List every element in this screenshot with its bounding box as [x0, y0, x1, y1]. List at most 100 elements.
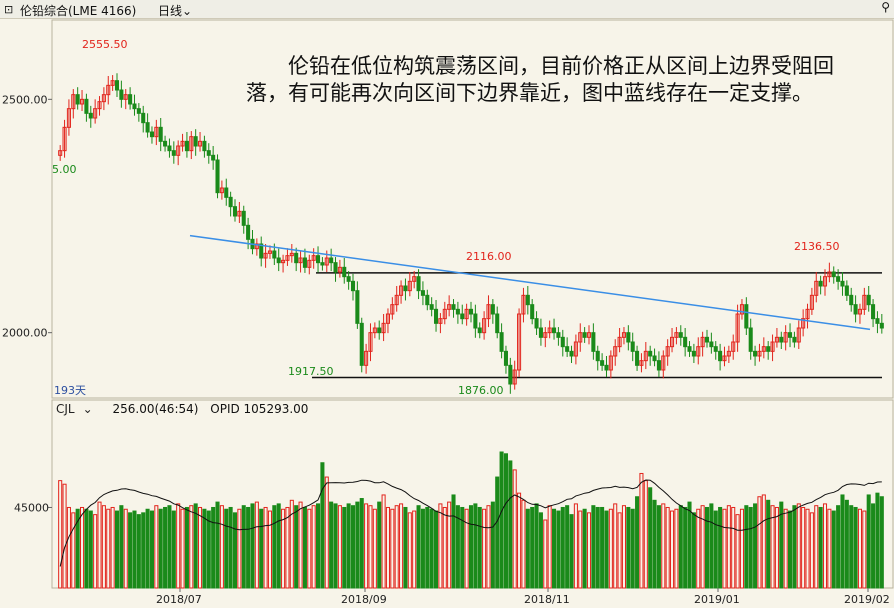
volume-bar [595, 506, 600, 589]
volume-bar [696, 508, 701, 589]
volume-bar [503, 453, 508, 589]
volume-bar [390, 508, 395, 589]
volume-bar [337, 505, 342, 589]
candle-body [364, 350, 369, 366]
volume-bar [425, 506, 430, 589]
volume-bar [796, 503, 801, 589]
volume-bar [670, 510, 675, 589]
volume-series-selector[interactable]: CJL ⌄ [56, 402, 101, 416]
candle-body [381, 322, 386, 334]
candle-body [337, 266, 342, 273]
candle-body [66, 108, 71, 128]
price-panel-frame [51, 19, 894, 399]
volume-bar [342, 506, 347, 589]
volume-bar [163, 506, 168, 589]
volume-y-tick-label: 45000 [14, 501, 49, 514]
volume-bar [578, 510, 583, 589]
x-tick-label: 2018/11 [524, 593, 570, 606]
volume-bar [604, 510, 609, 589]
volume-bar [661, 503, 666, 589]
volume-bar [836, 505, 841, 589]
volume-bar [560, 506, 565, 589]
volume-bar [862, 510, 867, 589]
volume-bar [779, 501, 784, 589]
period-selector[interactable]: 日线⌄ [158, 2, 192, 19]
volume-bar [464, 508, 469, 589]
volume-bar [154, 505, 159, 589]
volume-bar [875, 492, 880, 589]
candle-body [770, 341, 775, 352]
volume-bar [621, 505, 626, 589]
volume-bar [569, 514, 574, 589]
volume-bar [101, 505, 106, 589]
candle-body [167, 145, 172, 152]
candle-body [678, 332, 683, 338]
candle-body [849, 294, 854, 306]
candle-body [289, 252, 294, 257]
volume-bar [346, 503, 351, 589]
volume-bar [700, 505, 705, 589]
x-tick-label: 2019/01 [694, 593, 740, 606]
candle-body [608, 355, 613, 371]
volume-bar [416, 505, 421, 589]
candle-body [508, 364, 513, 385]
volume-bar [167, 505, 172, 589]
candle-body [792, 336, 797, 343]
candle-body [626, 332, 631, 343]
volume-bar [289, 499, 294, 589]
volume-bar [254, 501, 259, 589]
volume-bar [788, 510, 793, 589]
candle-body [442, 308, 447, 320]
candle-body [211, 154, 216, 161]
volume-bar [281, 508, 286, 589]
price-annotation: 1876.00 [458, 384, 504, 397]
link-icon[interactable]: ⊡ [4, 3, 14, 16]
volume-bar [259, 508, 264, 589]
candle-body [739, 304, 744, 315]
volume-bar [171, 510, 176, 589]
volume-bar [648, 487, 653, 589]
candle-body [106, 84, 111, 96]
candle-body [844, 285, 849, 296]
volume-bar [329, 501, 334, 589]
volume-bar [394, 505, 399, 589]
candle-body [665, 346, 670, 357]
volume-bar [565, 505, 570, 589]
volume-bar [744, 505, 749, 589]
candle-body [171, 150, 176, 156]
volume-bar [586, 512, 592, 589]
search-icon[interactable]: ⚲ [881, 0, 890, 14]
volume-bar [136, 514, 141, 589]
candle-body [862, 294, 867, 310]
candle-body [473, 313, 478, 329]
volume-bar [809, 512, 814, 589]
candle-body [595, 350, 600, 362]
volume-bar [180, 508, 185, 589]
volume-bar [525, 508, 530, 589]
candle-body [656, 360, 661, 371]
candle-body [298, 257, 303, 264]
candle-body [840, 280, 845, 287]
candle-body [281, 259, 286, 264]
volume-bar [198, 506, 203, 589]
candle-body [198, 140, 203, 147]
candle-body [704, 336, 710, 343]
candle-body [468, 308, 474, 315]
candle-body [534, 318, 539, 329]
volume-bar [110, 506, 115, 589]
volume-bar [582, 508, 587, 589]
candle-body [731, 341, 736, 352]
volume-bar [460, 506, 465, 589]
candle-body [722, 355, 727, 362]
candle-body [455, 308, 460, 315]
candle-body [219, 187, 224, 194]
volume-bar [368, 505, 373, 589]
candle-body [530, 304, 535, 320]
x-tick-label: 2018/09 [341, 593, 387, 606]
candle-body [128, 94, 133, 105]
candle-body [818, 280, 823, 287]
candle-body [184, 140, 189, 152]
candle-body [547, 327, 552, 334]
volume-bar [372, 508, 377, 589]
